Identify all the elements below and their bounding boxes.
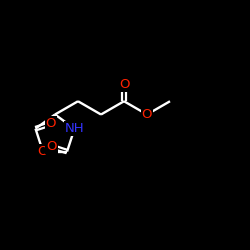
Text: O: O: [38, 145, 48, 158]
Text: O: O: [46, 140, 57, 153]
Text: O: O: [142, 108, 152, 121]
Text: O: O: [46, 117, 56, 130]
Text: O: O: [119, 78, 129, 91]
Text: NH: NH: [65, 122, 84, 135]
